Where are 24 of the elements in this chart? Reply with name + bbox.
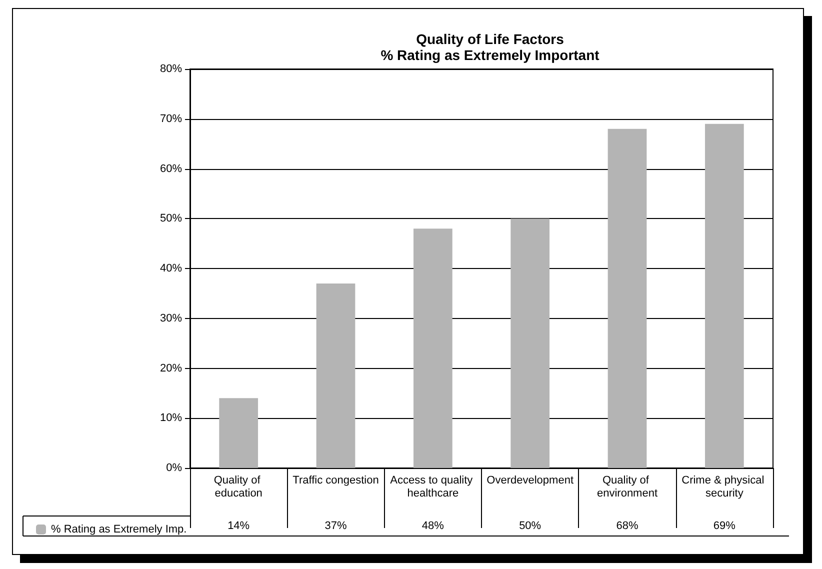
data-label: 50% <box>519 520 542 532</box>
data-label: 14% <box>228 520 250 532</box>
y-tick-label: 60% <box>160 162 182 175</box>
y-tick-label: 10% <box>160 412 182 424</box>
data-label: 69% <box>713 520 736 532</box>
y-tick-label: 0% <box>166 462 182 474</box>
x-tick-label: Traffic congestion <box>292 474 379 486</box>
x-tick-label: Quality of education <box>214 474 264 500</box>
y-tick-label: 80% <box>160 63 182 75</box>
y-tick-label: 50% <box>160 212 182 225</box>
y-tick-label: 30% <box>160 312 182 324</box>
y-tick-label: 20% <box>160 362 182 374</box>
chart-title: Quality of Life Factors <box>416 31 564 47</box>
chart-subtitle: % Rating as Extremely Important <box>380 47 600 63</box>
data-label: 48% <box>422 520 444 532</box>
x-tick-label: Crime & physical security <box>682 474 768 500</box>
y-tick-label: 40% <box>160 262 182 274</box>
data-label: 37% <box>324 520 347 532</box>
x-tick-label: Quality of environment <box>596 474 658 500</box>
legend-label: % Rating as Extremely Imp. <box>51 524 187 536</box>
data-label: 68% <box>616 520 638 532</box>
x-tick-label: Overdevelopment <box>486 474 574 486</box>
x-tick-label: Access to quality healthcare <box>390 474 476 500</box>
y-tick-label: 70% <box>160 112 182 125</box>
